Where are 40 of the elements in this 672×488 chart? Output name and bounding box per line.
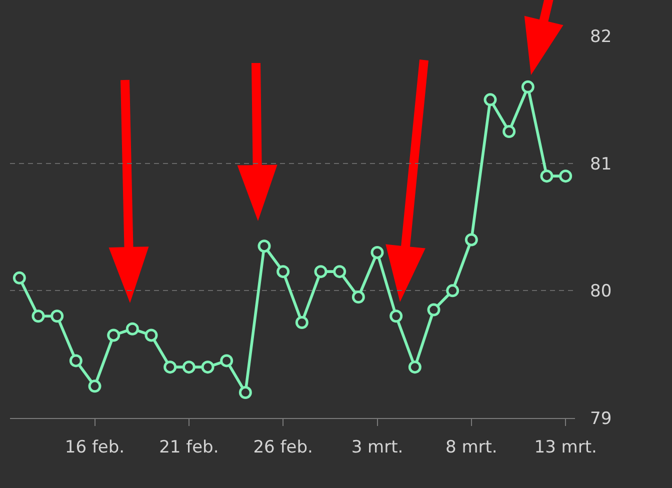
point xyxy=(201,360,214,374)
x-tick-label: 8 mrt. xyxy=(446,437,498,458)
point xyxy=(276,265,290,278)
x-tick-label: 26 feb. xyxy=(253,437,313,458)
y-tick-label: 80 xyxy=(590,282,612,302)
y-tick-label: 79 xyxy=(590,408,612,429)
point xyxy=(559,170,572,183)
point xyxy=(32,310,45,323)
point xyxy=(295,316,308,329)
point xyxy=(164,360,177,374)
point xyxy=(333,265,346,278)
point xyxy=(390,310,403,323)
point xyxy=(144,328,158,342)
point xyxy=(314,265,328,278)
point xyxy=(220,354,234,368)
point xyxy=(126,322,139,336)
point xyxy=(502,125,516,138)
point xyxy=(540,170,554,183)
y-tick-label: 81 xyxy=(590,154,612,174)
point xyxy=(182,360,196,374)
x-tick-label: 16 feb. xyxy=(64,437,125,458)
point xyxy=(69,354,82,368)
point xyxy=(12,271,26,284)
y-tick-label: 82 xyxy=(590,26,612,47)
point xyxy=(427,303,440,316)
point xyxy=(484,93,497,106)
point xyxy=(50,310,64,323)
point xyxy=(258,240,271,253)
point xyxy=(464,233,478,246)
point xyxy=(88,380,102,393)
point xyxy=(238,386,252,400)
point xyxy=(408,360,422,374)
point xyxy=(370,246,384,259)
point xyxy=(521,80,534,94)
x-tick-label: 21 feb. xyxy=(159,437,219,458)
point xyxy=(352,290,365,304)
point xyxy=(446,284,460,298)
x-tick-label: 13 mrt. xyxy=(534,437,597,458)
point xyxy=(107,328,120,342)
x-tick-label: 3 mrt. xyxy=(351,437,404,458)
